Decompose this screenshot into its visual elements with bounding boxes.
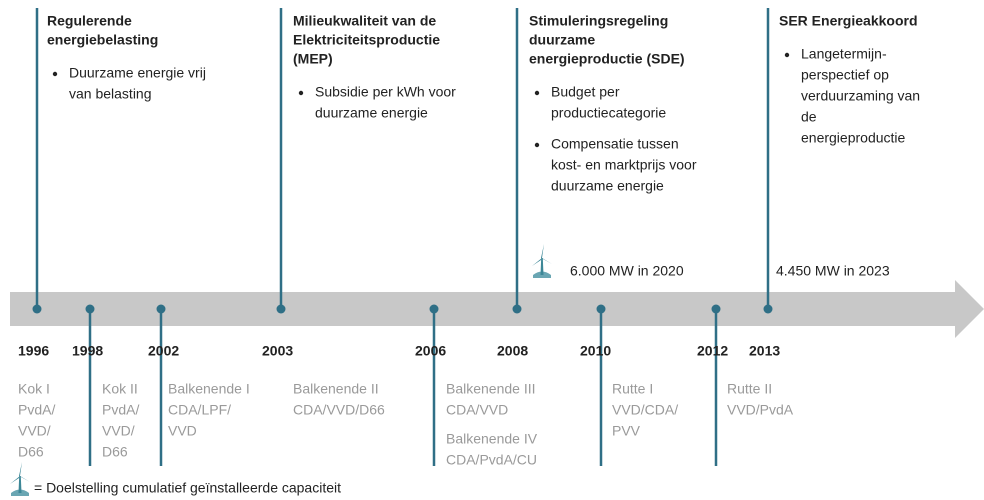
event-dot (156, 304, 166, 314)
policy-bullet: Compensatie tussen (551, 136, 679, 152)
cabinet: Balkenende III (446, 381, 536, 397)
policy-bullet: energieproductie (801, 130, 906, 146)
cabinet: VVD/ (18, 423, 51, 439)
cabinet: PvdA/ (18, 402, 55, 418)
event-dot (429, 304, 439, 314)
policy-bullet: Langetermijn- (801, 46, 887, 62)
cabinet: Kok I (18, 381, 50, 397)
year-label: 2013 (749, 343, 780, 359)
policy-bullet: Duurzame energie vrij (69, 65, 206, 81)
cabinet: Rutte I (612, 381, 653, 397)
event-dot (32, 304, 42, 314)
time-arrow (10, 280, 984, 338)
year-label: 2012 (697, 343, 728, 359)
policy-title: Stimuleringsregeling (529, 13, 668, 29)
turbine-icon (532, 244, 552, 278)
year-label: 1998 (72, 343, 103, 359)
policy-bullet: duurzame energie (551, 178, 664, 194)
policy-title: energiebelasting (47, 32, 158, 48)
legend-text: = Doelstelling cumulatief geïnstalleerde… (34, 480, 341, 496)
turbine-icon (10, 462, 30, 496)
year-label: 2010 (580, 343, 611, 359)
cabinet: VVD/CDA/ (612, 402, 678, 418)
cabinet: Balkenende I (168, 381, 250, 397)
cabinet: VVD/ (102, 423, 135, 439)
policy-title: duurzame (529, 32, 595, 48)
cabinet: CDA/PvdA/CU (446, 452, 537, 468)
year-label: 2002 (148, 343, 179, 359)
policy-bullet: verduurzaming van (801, 88, 920, 104)
event-dot (763, 304, 773, 314)
cabinet: Kok II (102, 381, 138, 397)
bullet (534, 90, 540, 96)
cabinet: D66 (18, 444, 44, 460)
event-dot (276, 304, 286, 314)
cabinet: Balkenende IV (446, 431, 538, 447)
bullet (534, 142, 540, 148)
year-label: 2008 (497, 343, 528, 359)
policy-title: Milieukwaliteit van de (293, 13, 436, 29)
year-label: 2006 (415, 343, 446, 359)
cabinet: PVV (612, 423, 641, 439)
year-label: 2003 (262, 343, 293, 359)
policy-bullet: perspectief op (801, 67, 889, 83)
cabinet: CDA/VVD (446, 402, 508, 418)
cabinet: VVD (168, 423, 197, 439)
cabinet: Rutte II (727, 381, 772, 397)
year-label: 1996 (18, 343, 49, 359)
event-dot (596, 304, 606, 314)
policy-title: energieproductie (SDE) (529, 51, 685, 67)
bullet (52, 71, 58, 77)
event-dot (85, 304, 95, 314)
policy-title: Elektriciteitsproductie (293, 32, 440, 48)
cabinet: CDA/LPF/ (168, 402, 231, 418)
cabinet: D66 (102, 444, 128, 460)
policy-bullet: Subsidie per kWh voor (315, 84, 456, 100)
cabinet: VVD/PvdA (727, 402, 794, 418)
event-dot (711, 304, 721, 314)
policy-bullet: duurzame energie (315, 105, 428, 121)
policy-bullet: kost- en marktprijs voor (551, 157, 697, 173)
bullet (784, 52, 790, 58)
event-dot (512, 304, 522, 314)
policy-title: (MEP) (293, 51, 333, 67)
policy-bullet: Budget per (551, 84, 620, 100)
policy-bullet: productiecategorie (551, 105, 666, 121)
policy-bullet: van belasting (69, 86, 152, 102)
target: 6.000 MW in 2020 (570, 263, 684, 279)
bullet (298, 90, 304, 96)
cabinet: PvdA/ (102, 402, 139, 418)
target: 4.450 MW in 2023 (776, 263, 890, 279)
policy-title: SER Energieakkoord (779, 13, 918, 29)
policy-bullet: de (801, 109, 817, 125)
cabinet: CDA/VVD/D66 (293, 402, 385, 418)
cabinet: Balkenende II (293, 381, 379, 397)
policy-title: Regulerende (47, 13, 132, 29)
